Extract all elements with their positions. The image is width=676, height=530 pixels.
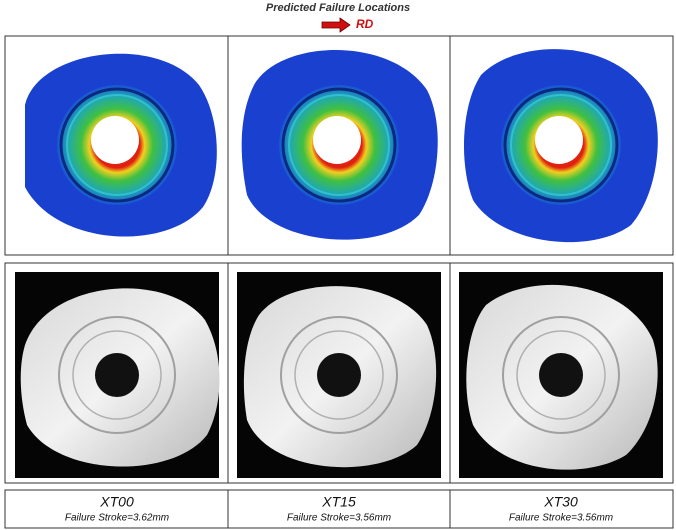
- bead-ring: [66, 94, 168, 196]
- specimen-ring: [72, 330, 162, 420]
- specimen-ring: [280, 316, 398, 434]
- panel-caption: Failure Stroke=3.56mm: [509, 513, 613, 524]
- bead-ring: [503, 87, 619, 203]
- label-frame: [4, 489, 674, 529]
- rd-arrow: [321, 17, 351, 33]
- panel-label: XT30: [543, 494, 578, 510]
- hole: [535, 116, 583, 164]
- panel-label: XT15: [321, 494, 356, 510]
- hole: [317, 353, 361, 397]
- hole: [91, 116, 139, 164]
- panel-caption: Failure Stroke=3.56mm: [287, 513, 391, 524]
- figure-title: Predicted Failure Locations: [266, 2, 410, 14]
- specimen-ring: [294, 330, 384, 420]
- specimen-ring: [58, 316, 176, 434]
- hole: [95, 353, 139, 397]
- panel-caption: Failure Stroke=3.62mm: [65, 513, 169, 524]
- photo-frame: [4, 262, 674, 484]
- bead-ring: [510, 94, 612, 196]
- hole: [539, 353, 583, 397]
- simulation-frame: [4, 35, 674, 256]
- bead-ring: [281, 87, 397, 203]
- hole: [313, 116, 361, 164]
- panel-label: XT00: [99, 494, 134, 510]
- bead-ring: [288, 94, 390, 196]
- arrow-label: RD: [356, 17, 374, 31]
- specimen-ring: [502, 316, 620, 434]
- bead-ring: [59, 87, 175, 203]
- specimen-ring: [516, 330, 606, 420]
